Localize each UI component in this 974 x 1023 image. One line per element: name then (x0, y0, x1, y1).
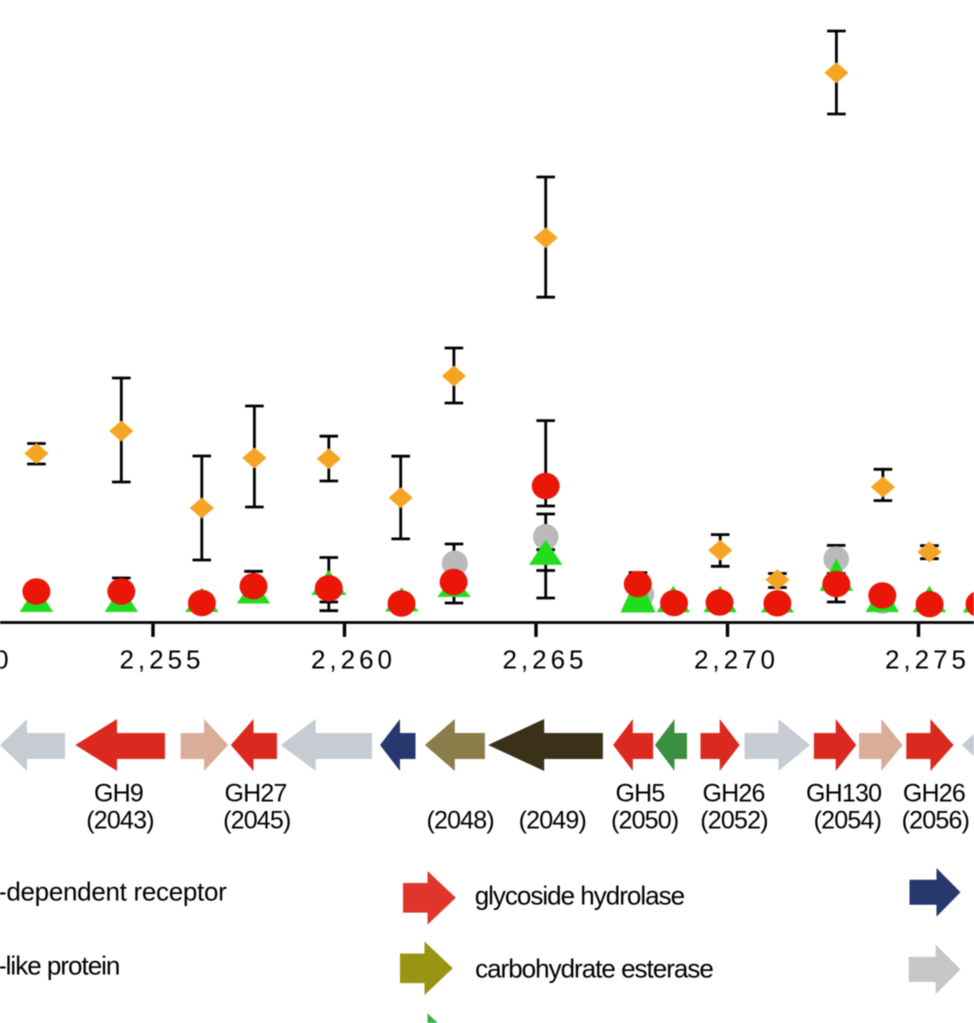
svg-text:(2054): (2054) (814, 807, 881, 835)
svg-text:carbohydrate esterase: carbohydrate esterase (475, 954, 713, 984)
svg-text:2,260: 2,260 (311, 645, 396, 675)
svg-text:(2056): (2056) (902, 807, 969, 835)
svg-text:(2045): (2045) (223, 807, 290, 835)
svg-text:2,265: 2,265 (502, 645, 587, 675)
svg-text:(2043): (2043) (86, 807, 153, 835)
svg-text:GH9: GH9 (94, 780, 143, 808)
svg-text:2,250: 2,250 (0, 645, 13, 675)
svg-text:(2048): (2048) (426, 807, 493, 835)
svg-text:GH26: GH26 (702, 780, 764, 808)
svg-text:(2052): (2052) (700, 807, 767, 835)
svg-text:-dependent receptor: -dependent receptor (0, 876, 227, 906)
svg-text:-like protein: -like protein (0, 950, 119, 980)
svg-text:GH5: GH5 (615, 780, 664, 808)
svg-text:2,275: 2,275 (885, 645, 970, 675)
svg-text:(2049): (2049) (519, 807, 586, 835)
svg-text:glycoside hydrolase: glycoside hydrolase (475, 881, 685, 911)
svg-text:GH130: GH130 (806, 780, 881, 808)
svg-text:2,270: 2,270 (694, 645, 779, 675)
svg-text:GH26: GH26 (903, 780, 965, 808)
svg-text:(2050): (2050) (611, 807, 678, 835)
svg-text:2,255: 2,255 (119, 645, 204, 675)
svg-text:GH27: GH27 (224, 780, 286, 808)
